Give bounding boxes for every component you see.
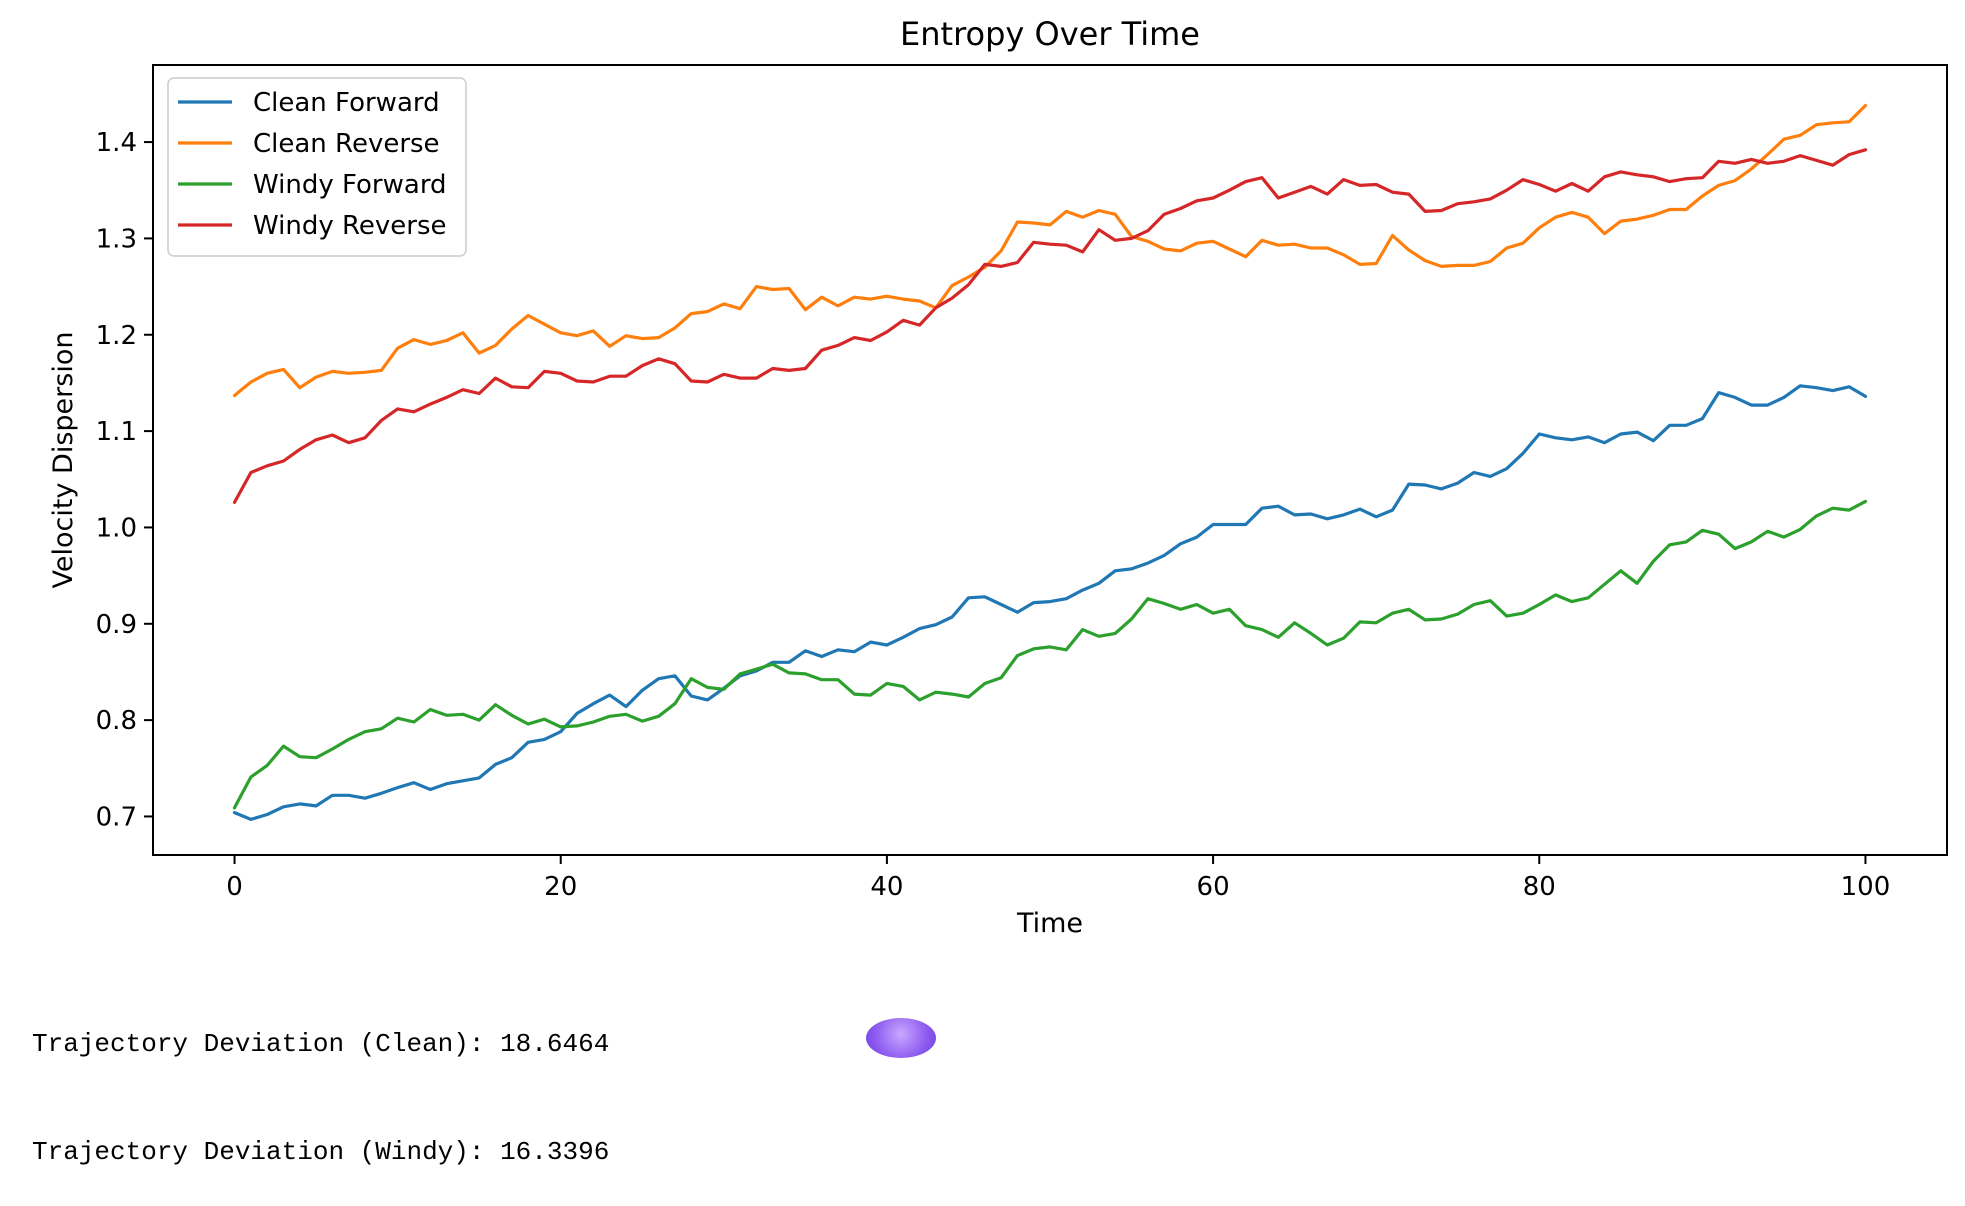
x-axis-label: Time (1016, 908, 1083, 939)
series-line-clean-forward (232, 384, 1868, 822)
y-tick-label: 0.8 (96, 706, 137, 736)
legend-label: Clean Forward (253, 88, 440, 118)
y-axis: 0.7 0.8 0.9 1.0 1.1 1.2 1.3 1.4 (96, 128, 153, 832)
x-tick-label: 40 (870, 872, 903, 902)
y-tick-label: 1.2 (96, 321, 137, 351)
x-tick-label: 0 (226, 872, 243, 902)
y-tick-label: 1.3 (96, 224, 137, 254)
floating-assistant-icon[interactable] (866, 1018, 936, 1058)
x-tick-label: 60 (1197, 872, 1230, 902)
chart-title: Entropy Over Time (900, 15, 1200, 53)
y-tick-label: 1.0 (96, 513, 137, 543)
x-tick-label: 80 (1523, 872, 1556, 902)
x-tick-label: 100 (1841, 872, 1891, 902)
x-tick-label: 20 (544, 872, 577, 902)
legend-box (167, 77, 467, 257)
line-chart: Entropy Over Time 0 20 40 60 80 100 0.7 0.8 0.9… (48, 15, 1948, 939)
y-tick-label: 0.7 (96, 802, 137, 832)
y-tick-label: 1.4 (96, 128, 137, 158)
series-line-clean-reverse (232, 103, 1868, 398)
x-axis: 0 20 40 60 80 100 (226, 855, 1890, 902)
series-line-windy-reverse (232, 148, 1868, 504)
plot-area (232, 103, 1868, 822)
plot-frame (152, 64, 1948, 856)
output-text: Trajectory Deviation (Clean): 18.6464 Tr… (32, 954, 609, 1206)
y-tick-label: 0.9 (96, 610, 137, 640)
windy-deviation-text: Trajectory Deviation (Windy): 16.3396 (32, 1137, 610, 1167)
legend-label: Windy Forward (253, 170, 447, 200)
legend-label: Windy Reverse (253, 211, 447, 241)
y-tick-label: 1.1 (96, 417, 137, 447)
legend: Clean Forward Clean Reverse Windy Forward W… (167, 77, 467, 257)
series-line-windy-forward (232, 499, 1868, 810)
clean-deviation-text: Trajectory Deviation (Clean): 18.6464 (32, 1029, 610, 1059)
y-axis-label: Velocity Dispersion (48, 332, 79, 589)
legend-label: Clean Reverse (253, 129, 440, 159)
